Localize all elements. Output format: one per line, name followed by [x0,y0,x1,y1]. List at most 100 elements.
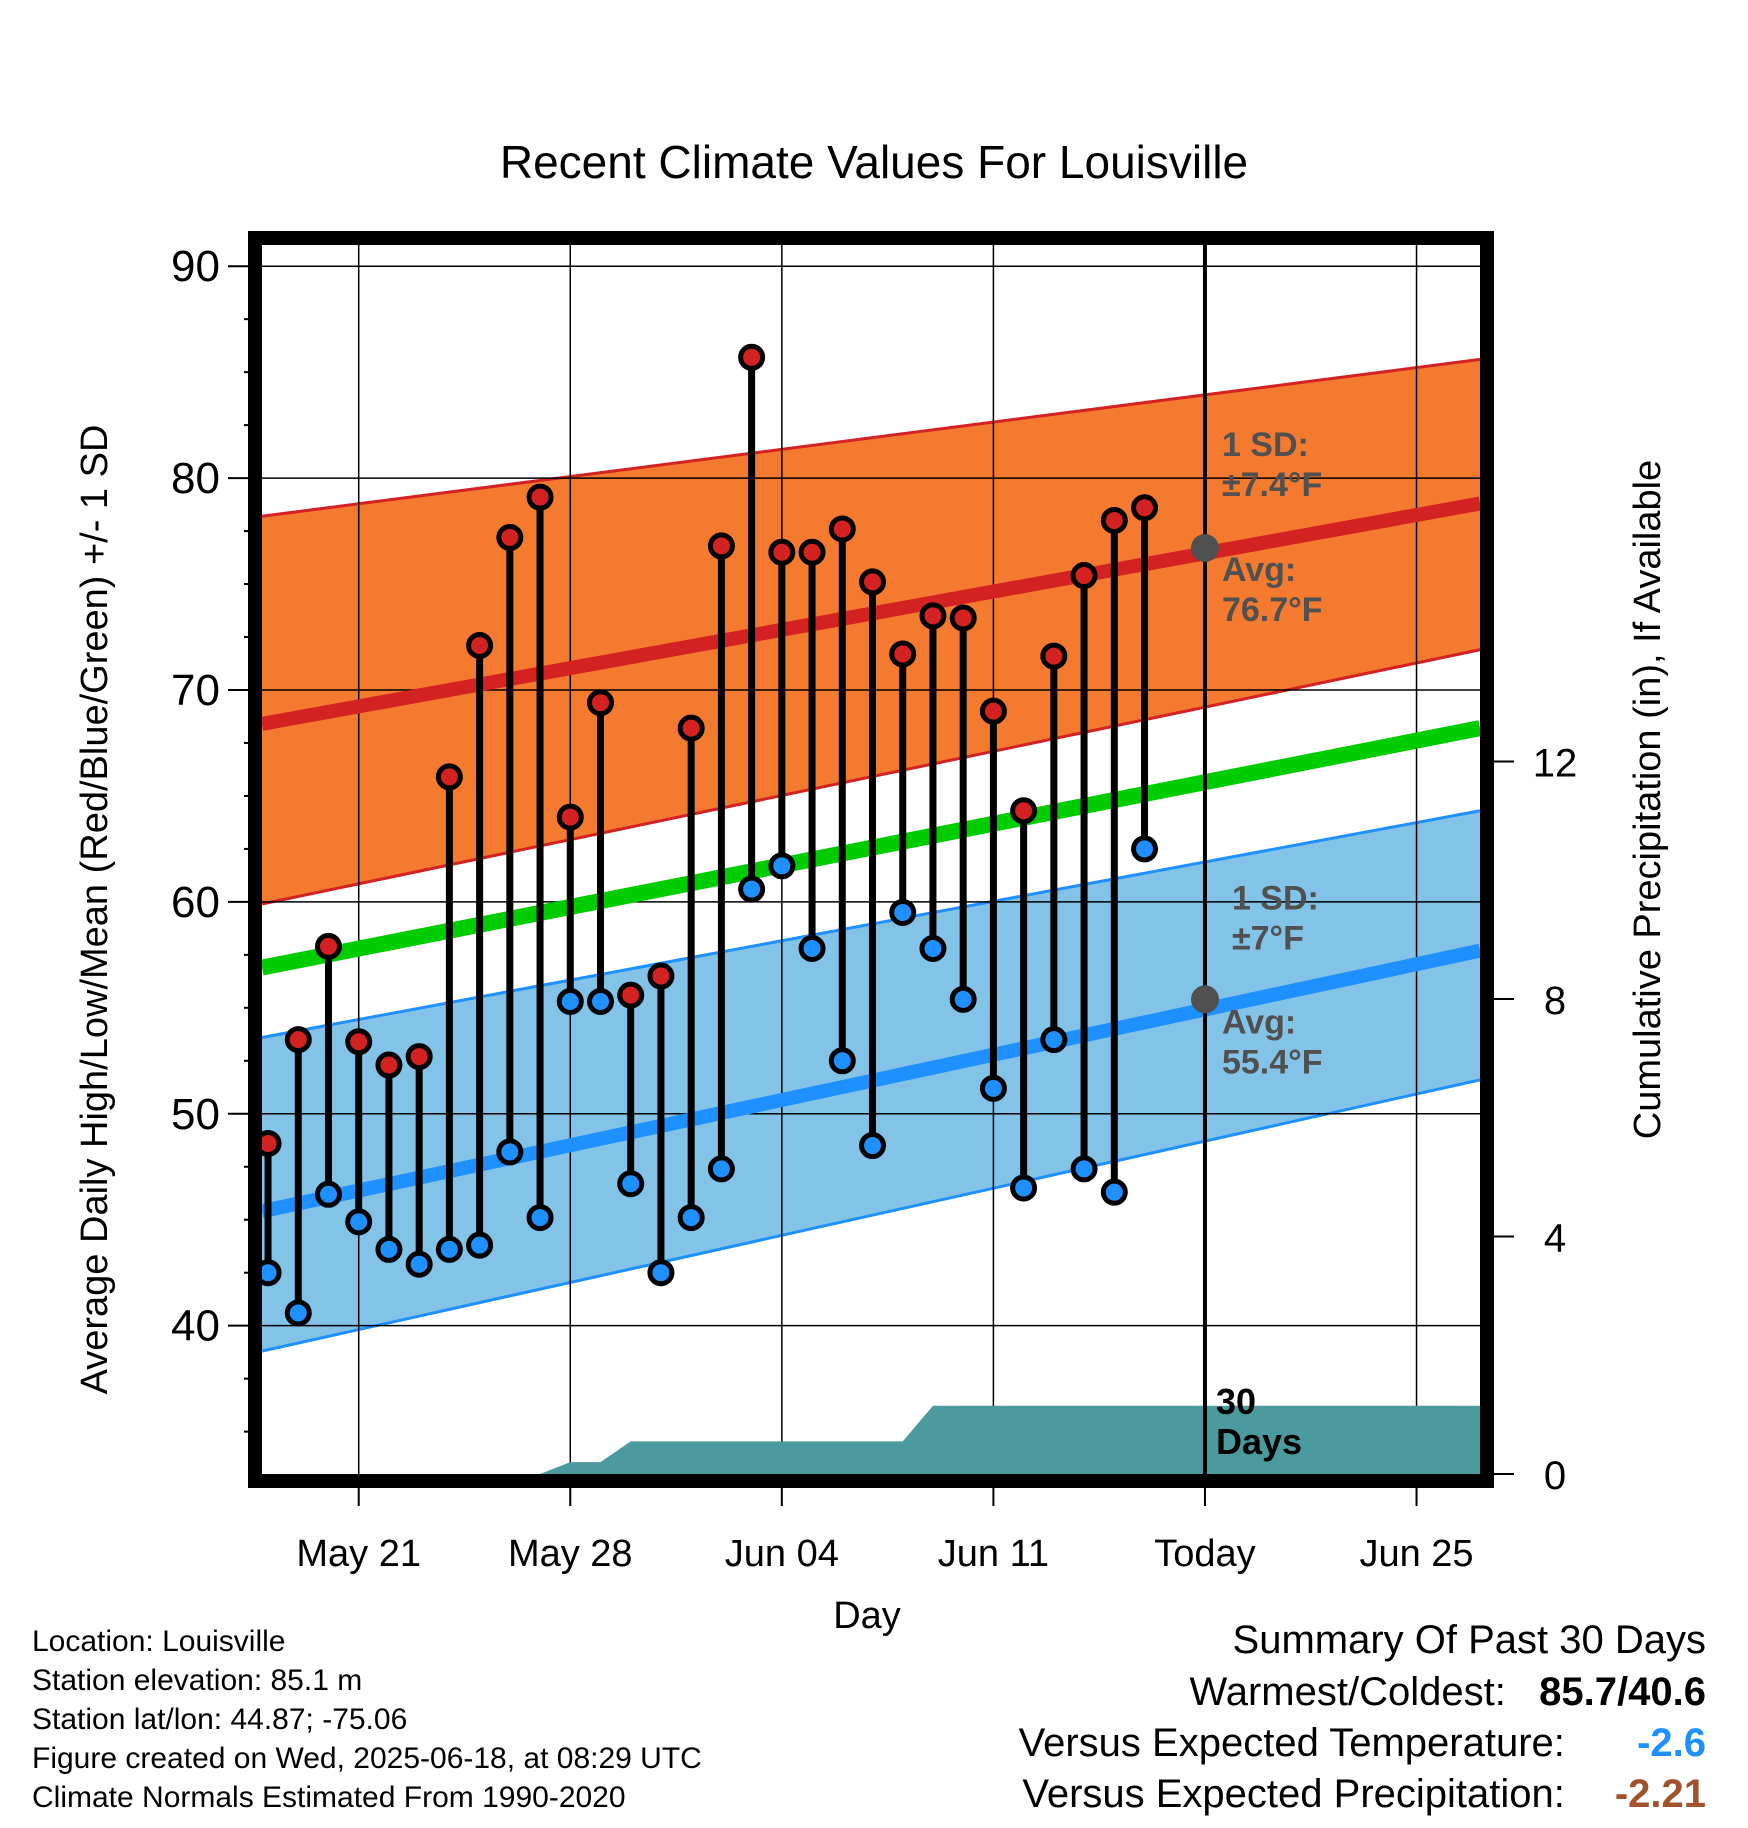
annotation-low-sd-line-2: ±7°F [1232,919,1304,957]
high-temp-point [647,962,675,990]
high-temp-point [556,803,584,831]
low-temp-point [677,1204,705,1232]
summary-warm-cold-label: Warmest/Coldest: [1189,1670,1506,1714]
annotation-high-avg-line-1: Avg: [1222,551,1296,589]
footer-normals: Climate Normals Estimated From 1990-2020 [32,1781,626,1814]
low-temp-point [556,987,584,1015]
high-temp-point [979,697,1007,725]
precip-area [262,1405,1480,1474]
low-temp-point [707,1155,735,1183]
high-temp-point [828,515,856,543]
chart-title: Recent Climate Values For Louisville [500,136,1248,188]
low-temp-point [375,1235,403,1263]
y2-tick-label: 8 [1544,979,1566,1023]
normal-low-sd-lower [261,1078,1481,1353]
annotation-window-line-1: 30 [1216,1381,1256,1422]
high-temp-point [919,602,947,630]
high-temp-point [375,1051,403,1079]
summary-precip-value: -2.21 [1614,1772,1706,1816]
footer-created: Figure created on Wed, 2025-06-18, at 08… [32,1742,702,1775]
y-tick-label: 60 [171,878,220,927]
high-temp-point [677,714,705,742]
low-temp-point [1131,835,1159,863]
footer-elevation: Station elevation: 85.1 m [32,1664,363,1697]
y-tick-label: 80 [171,454,220,503]
y-tick-label: 50 [171,1090,220,1139]
y-tick-label: 90 [171,242,220,291]
today-low-avg-marker [1190,985,1219,1014]
high-temp-point [345,1028,373,1056]
low-temp-point [1010,1174,1038,1202]
high-temp-point [768,538,796,566]
x-tick-label: May 28 [508,1533,633,1575]
x-tick-label: May 21 [296,1533,421,1575]
x-axis-label: Day [833,1595,901,1637]
high-temp-point [859,568,887,596]
normal-high-sd-upper [261,357,1481,518]
annotation-high-sd-line-2: ±7.4°F [1222,466,1322,504]
high-temp-point [284,1026,312,1054]
summary-temp-value: -2.6 [1637,1721,1706,1765]
low-temp-point [496,1138,524,1166]
low-temp-point [949,985,977,1013]
low-temp-point [979,1074,1007,1102]
annotation-low-sd-line-1: 1 SD: [1232,879,1319,917]
high-temp-point [1010,797,1038,825]
high-temp-point [1040,642,1068,670]
x-tick-label: Jun 11 [938,1533,1049,1575]
low-temp-point [435,1235,463,1263]
y-axis-label: Average Daily High/Low/Mean (Red/Blue/Gr… [74,425,116,1395]
low-temp-point [1040,1026,1068,1054]
summary-temp: Versus Expected Temperature: -2.6 [1019,1721,1706,1766]
low-temp-point [345,1208,373,1236]
low-temp-point [314,1180,342,1208]
summary-warm-cold: Warmest/Coldest: 85.7/40.6 [1189,1670,1706,1715]
low-temp-point [738,875,766,903]
high-temp-point [889,640,917,668]
low-temp-point [798,934,826,962]
low-temp-point [828,1047,856,1075]
high-temp-point [526,483,554,511]
summary-title-text: Summary Of Past 30 Days [1232,1618,1706,1662]
annotation-high-avg-line-2: 76.7°F [1222,591,1323,629]
low-temp-point [405,1250,433,1278]
annotation-low-avg-line-1: Avg: [1222,1003,1296,1041]
summary-warm-cold-value: 85.7/40.6 [1539,1670,1706,1714]
low-temp-point [526,1204,554,1232]
high-temp-point [738,343,766,371]
low-temp-point [1100,1178,1128,1206]
high-temp-point [1131,494,1159,522]
summary-precip: Versus Expected Precipitation: -2.21 [1022,1772,1706,1817]
high-temp-point [587,689,615,717]
x-tick-label: Jun 25 [1359,1533,1473,1575]
summary-title: Summary Of Past 30 Days [1233,1618,1706,1663]
y-tick-label: 40 [171,1302,220,1351]
high-temp-point [496,523,524,551]
annotation-low-avg-line-2: 55.4°F [1222,1043,1323,1081]
high-temp-point [314,932,342,960]
y2-axis-label: Cumulative Precipitation (in), If Availa… [1627,460,1669,1139]
footer-location: Location: Louisville [32,1625,286,1658]
x-tick-label: Jun 04 [725,1533,839,1575]
high-temp-point [405,1043,433,1071]
low-temp-point [1070,1155,1098,1183]
footer-latlon: Station lat/lon: 44.87; -75.06 [32,1703,408,1736]
today-high-avg-marker [1190,534,1219,563]
high-temp-point [617,981,645,1009]
y2-tick-label: 4 [1544,1217,1566,1261]
high-temp-point [949,604,977,632]
low-temp-point [587,987,615,1015]
y2-tick-label: 12 [1533,742,1578,786]
high-temp-point [1070,562,1098,590]
high-temp-point [798,538,826,566]
high-temp-point [466,631,494,659]
high-temp-point [435,763,463,791]
x-tick-label: Today [1154,1533,1255,1575]
y2-tick-label: 0 [1544,1454,1566,1498]
high-temp-point [1100,506,1128,534]
low-temp-point [617,1170,645,1198]
low-temp-point [919,934,947,962]
low-temp-point [284,1299,312,1327]
summary-precip-label: Versus Expected Precipitation: [1022,1772,1565,1816]
